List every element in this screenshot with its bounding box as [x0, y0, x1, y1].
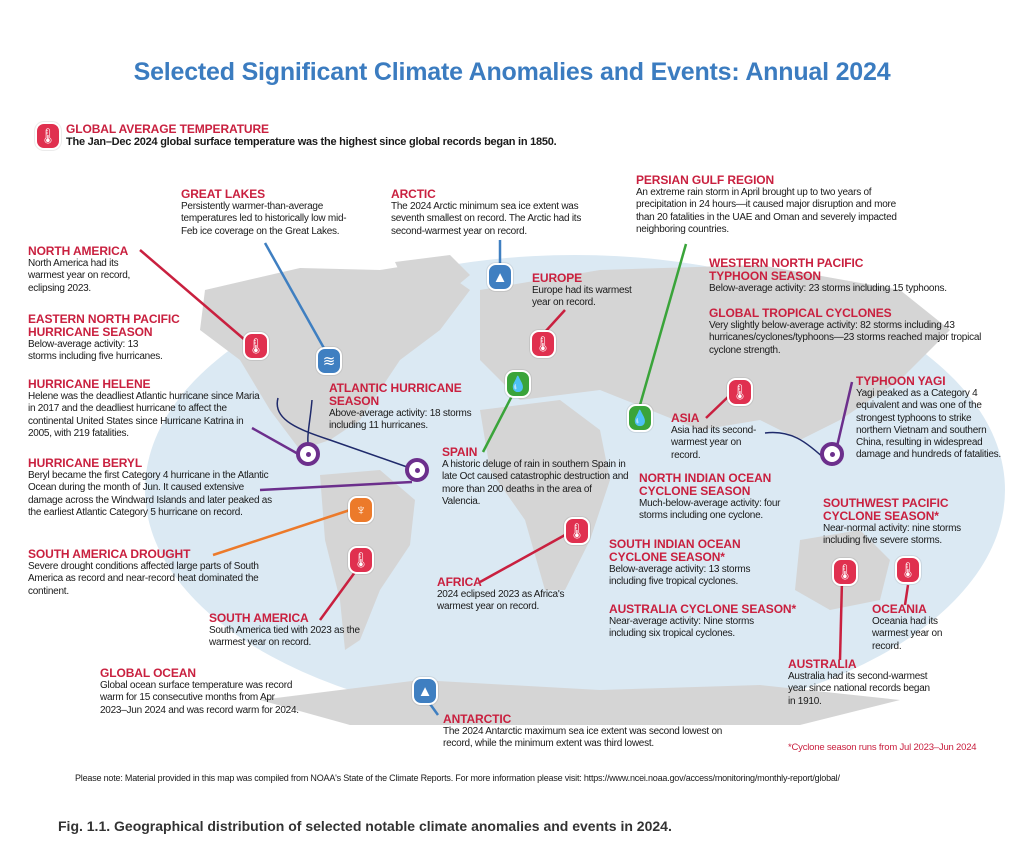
event-southwest-pacific: SOUTHWEST PACIFIC CYCLONE SEASON* Near-no…	[823, 496, 961, 547]
event-persian-gulf: PERSIAN GULF REGION An extreme rain storm…	[636, 173, 897, 235]
thermometer-icon: 🌡	[348, 546, 374, 574]
event-wnp-typhoon: WESTERN NORTH PACIFIC TYPHOON SEASON Belo…	[709, 256, 947, 295]
event-global-temp: GLOBAL AVERAGE TEMPERATURE The Jan–Dec 20…	[66, 122, 557, 149]
cyclone-icon	[820, 442, 844, 466]
thermometer-icon: 🌡	[530, 330, 556, 358]
event-asia: ASIA Asia had its second-warmest year on …	[671, 411, 757, 461]
event-europe: EUROPE Europe had its warmest year on rec…	[532, 271, 632, 309]
event-australia-cyclone: AUSTRALIA CYCLONE SEASON* Near-average ac…	[609, 602, 797, 640]
event-australia: AUSTRALIA Australia had its second-warmes…	[788, 657, 930, 707]
eurasia	[480, 265, 950, 440]
event-typhoon-yagi: TYPHOON YAGI Yagi peaked as a Category 4 …	[856, 374, 1001, 461]
ice-icon: ▲	[412, 677, 438, 705]
thermometer-icon: 🌡	[243, 332, 269, 360]
thermometer-icon: 🌡	[35, 122, 61, 150]
ice-icon: ▲	[487, 263, 513, 291]
event-hurricane-helene: HURRICANE HELENE Helene was the deadliest…	[28, 377, 260, 439]
event-great-lakes: GREAT LAKES Persistently warmer-than-aver…	[181, 187, 347, 237]
rain-icon: 💧	[505, 370, 531, 398]
source-note: Please note: Material provided in this m…	[75, 773, 840, 783]
thermometer-icon: 🌡	[727, 378, 753, 406]
thermometer-icon: 🌡	[895, 556, 921, 584]
drought-icon: ♆	[348, 496, 374, 524]
event-arctic: ARCTIC The 2024 Arctic minimum sea ice ex…	[391, 187, 582, 237]
event-oceania: OCEANIA Oceania had its warmest year on r…	[872, 602, 943, 652]
event-north-america: NORTH AMERICA North America had its warme…	[28, 244, 131, 294]
event-atlantic-hurricane: ATLANTIC HURRICANE SEASON Above-average a…	[329, 381, 472, 432]
rain-icon: 💧	[627, 404, 653, 432]
cyclone-icon	[296, 442, 320, 466]
figure-caption: Fig. 1.1. Geographical distribution of s…	[58, 818, 672, 834]
thermometer-icon: 🌡	[564, 517, 590, 545]
event-spain: SPAIN A historic deluge of rain in southe…	[442, 445, 629, 507]
ice-icon: ≋	[316, 347, 342, 375]
event-north-indian-ocean: NORTH INDIAN OCEAN CYCLONE SEASON Much-be…	[639, 471, 781, 522]
event-south-america: SOUTH AMERICA South America tied with 202…	[209, 611, 360, 649]
event-south-america-drought: SOUTH AMERICA DROUGHT Severe drought cond…	[28, 547, 259, 597]
event-africa: AFRICA 2024 eclipsed 2023 as Africa's war…	[437, 575, 565, 613]
page-title: Selected Significant Climate Anomalies a…	[133, 58, 891, 86]
event-enp-hurricane: EASTERN NORTH PACIFIC HURRICANE SEASON Be…	[28, 312, 180, 363]
event-global-ocean: GLOBAL OCEAN Global ocean surface tempera…	[100, 666, 299, 716]
event-global-tropical-cyclones: GLOBAL TROPICAL CYCLONES Very slightly be…	[709, 306, 982, 356]
greenland	[395, 255, 470, 300]
cyclone-icon	[405, 458, 429, 482]
event-antarctic: ANTARCTIC The 2024 Antarctic maximum sea …	[443, 712, 723, 750]
thermometer-icon: 🌡	[832, 558, 858, 586]
event-hurricane-beryl: HURRICANE BERYL Beryl became the first Ca…	[28, 456, 272, 518]
event-south-indian-ocean: SOUTH INDIAN OCEAN CYCLONE SEASON* Below-…	[609, 537, 751, 588]
cyclone-season-footnote: *Cyclone season runs from Jul 2023–Jun 2…	[788, 742, 977, 753]
